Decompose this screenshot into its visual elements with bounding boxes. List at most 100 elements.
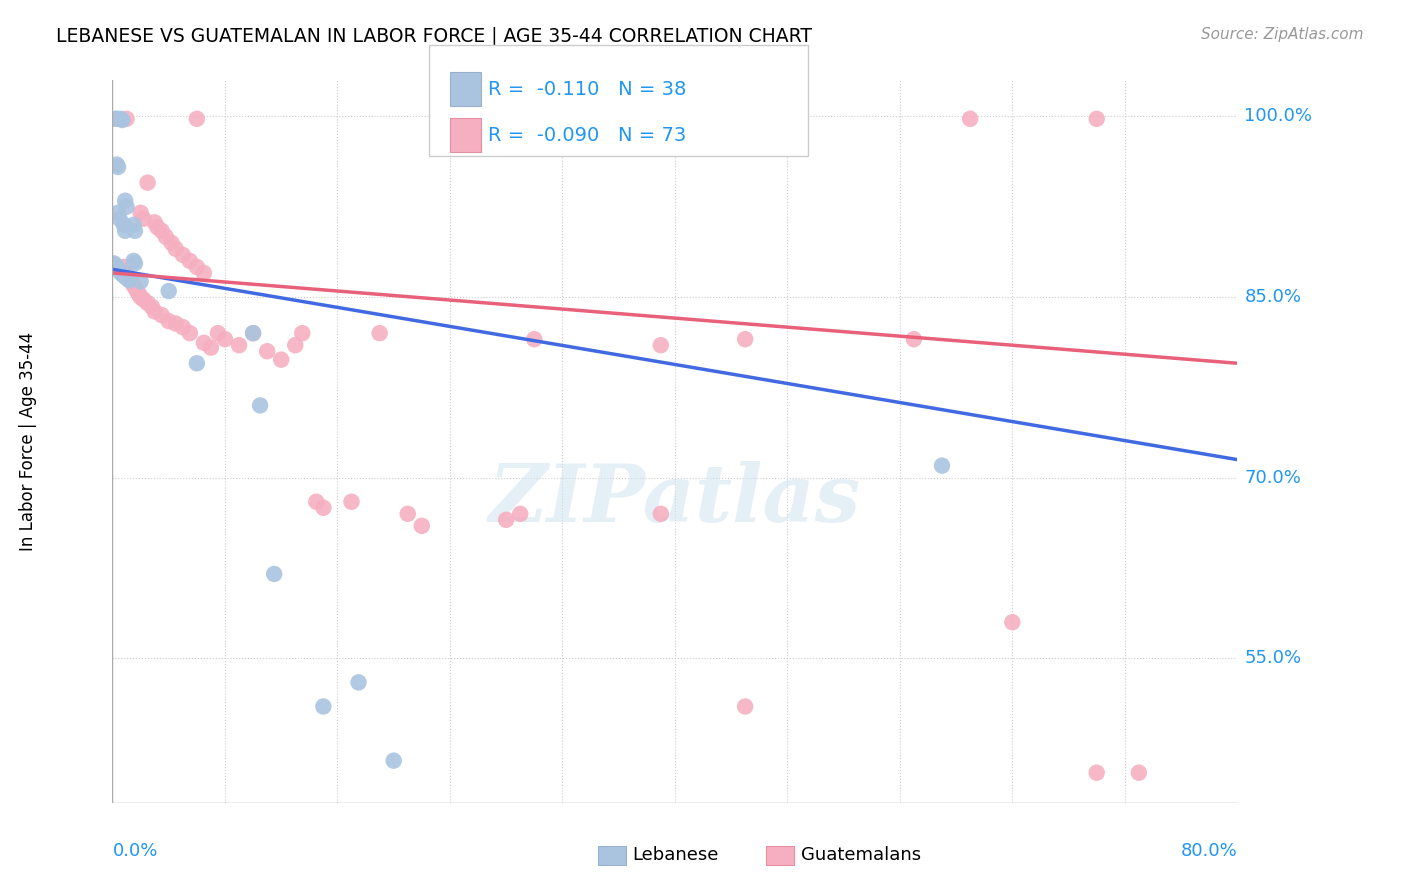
Point [160, 235, 183, 250]
Point [347, 675, 370, 690]
Point [150, 224, 173, 238]
Point [132, 211, 155, 226]
Text: 100.0%: 100.0% [1244, 107, 1312, 126]
Text: R =  -0.090   N = 73: R = -0.090 N = 73 [488, 126, 686, 145]
Point [103, 256, 125, 270]
Point [143, 304, 166, 318]
Point [114, 269, 136, 284]
Point [179, 253, 201, 268]
Point [165, 242, 187, 256]
Point [111, 267, 134, 281]
Point [110, 266, 132, 280]
Point [129, 290, 152, 304]
Point [114, 224, 136, 238]
Point [136, 176, 159, 190]
Point [108, 211, 131, 226]
Text: Lebanese: Lebanese [633, 847, 718, 864]
Point [118, 270, 141, 285]
Point [124, 280, 146, 294]
Point [112, 268, 135, 283]
Point [129, 274, 152, 288]
Point [114, 263, 136, 277]
Point [509, 507, 531, 521]
Text: R =  -0.110   N = 38: R = -0.110 N = 38 [488, 79, 686, 99]
Point [312, 699, 335, 714]
Point [125, 283, 148, 297]
Point [382, 754, 405, 768]
Point [242, 326, 264, 341]
Point [650, 507, 672, 521]
Point [128, 287, 150, 301]
Point [396, 507, 419, 521]
Text: 0.0%: 0.0% [112, 842, 157, 860]
Point [1085, 112, 1108, 126]
Point [121, 276, 143, 290]
Point [122, 253, 145, 268]
Point [734, 332, 756, 346]
Point [118, 273, 141, 287]
Point [124, 224, 146, 238]
Text: Source: ZipAtlas.com: Source: ZipAtlas.com [1201, 27, 1364, 42]
Text: 55.0%: 55.0% [1244, 649, 1302, 667]
Point [249, 398, 271, 412]
Point [200, 341, 222, 355]
Point [157, 284, 180, 298]
Point [141, 300, 163, 314]
Point [105, 112, 128, 126]
Point [114, 194, 136, 208]
Point [340, 494, 363, 508]
Point [104, 259, 127, 273]
Point [122, 218, 145, 232]
Point [124, 256, 146, 270]
Point [172, 320, 194, 334]
Point [115, 200, 138, 214]
Point [305, 494, 328, 508]
Point [959, 112, 981, 126]
Point [136, 296, 159, 310]
Point [186, 356, 208, 370]
Point [931, 458, 953, 473]
Point [172, 248, 194, 262]
Point [411, 519, 433, 533]
Point [115, 266, 138, 280]
Point [122, 277, 145, 292]
Text: Guatemalans: Guatemalans [801, 847, 921, 864]
Point [157, 314, 180, 328]
Point [112, 260, 135, 274]
Point [291, 326, 314, 341]
Point [110, 112, 132, 126]
Point [495, 513, 517, 527]
Text: 80.0%: 80.0% [1181, 842, 1237, 860]
Point [903, 332, 925, 346]
Text: LEBANESE VS GUATEMALAN IN LABOR FORCE | AGE 35-44 CORRELATION CHART: LEBANESE VS GUATEMALAN IN LABOR FORCE | … [56, 27, 813, 46]
Point [127, 285, 149, 300]
Point [368, 326, 391, 341]
Point [117, 268, 139, 283]
Point [104, 112, 127, 126]
Point [120, 273, 142, 287]
Point [1001, 615, 1024, 630]
Point [155, 230, 177, 244]
Point [312, 500, 335, 515]
Text: In Labor Force | Age 35-44: In Labor Force | Age 35-44 [20, 332, 37, 551]
Point [112, 218, 135, 232]
Point [270, 352, 292, 367]
Point [146, 220, 169, 235]
Point [228, 338, 250, 352]
Point [111, 113, 134, 128]
Point [193, 266, 215, 280]
Point [129, 205, 152, 219]
Point [1085, 765, 1108, 780]
Point [650, 338, 672, 352]
Point [242, 326, 264, 341]
Point [143, 215, 166, 229]
Point [523, 332, 546, 346]
Point [207, 326, 229, 341]
Point [115, 270, 138, 285]
Point [105, 260, 128, 274]
Text: 70.0%: 70.0% [1244, 468, 1301, 487]
Point [117, 272, 139, 286]
Text: 85.0%: 85.0% [1244, 288, 1302, 306]
Point [214, 332, 236, 346]
Point [186, 112, 208, 126]
